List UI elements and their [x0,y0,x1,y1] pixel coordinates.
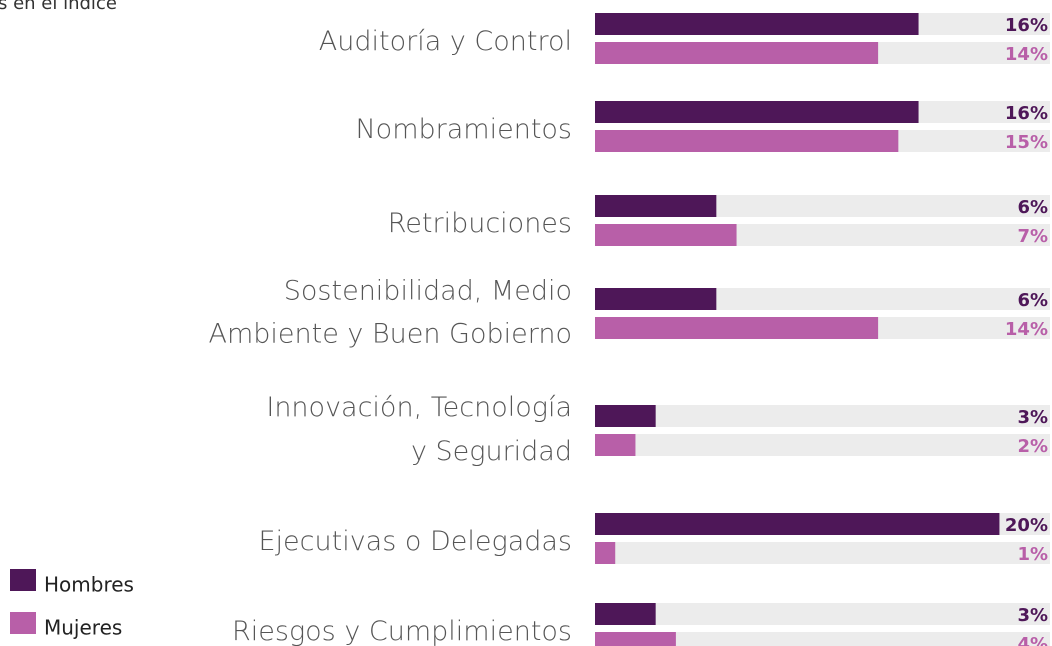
value-label: 1% [1017,544,1048,565]
bar [595,13,919,35]
bar [595,317,879,339]
value-label: 14% [1005,319,1048,340]
bar [595,405,656,427]
value-label: 2% [1017,436,1048,457]
value-label: 14% [1005,44,1048,65]
bar-track [595,632,1050,646]
category-label: y Seguridad [411,436,572,467]
legend-swatch [10,569,36,591]
bar-track [595,542,1050,564]
category-label: Ejecutivas o Delegadas [258,526,572,557]
bar [595,542,616,564]
value-label: 16% [1005,15,1048,36]
legend-label: Hombres [44,573,134,597]
bar [595,101,919,123]
category-label: Sostenibilidad, Medio [284,276,572,307]
category-label: Nombramientos [355,114,572,145]
bar-track [595,434,1050,456]
value-label: 7% [1017,226,1048,247]
legend-label: Mujeres [44,616,122,640]
value-label: 20% [1005,515,1048,536]
value-label: 16% [1005,103,1048,124]
bar-track [595,603,1050,625]
category-label: Auditoría y Control [319,26,572,57]
value-label: 6% [1017,197,1048,218]
value-label: 6% [1017,290,1048,311]
chart-title: s en el índice [0,0,117,14]
category-label: Innovación, Tecnología [266,392,572,423]
category-label: Ambiente y Buen Gobierno [208,319,572,350]
value-label: 3% [1017,407,1048,428]
bar [595,434,636,456]
bar [595,632,676,646]
bar-track [595,405,1050,427]
bar [595,195,717,217]
value-label: 4% [1017,634,1048,646]
value-label: 15% [1005,132,1048,153]
bar [595,513,1000,535]
category-label: Retribuciones [388,208,572,239]
bar [595,42,879,64]
bar [595,224,737,246]
bar [595,130,899,152]
value-label: 3% [1017,605,1048,626]
category-label: Riesgos y Cumplimientos [232,616,572,646]
bar [595,603,656,625]
legend-swatch [10,612,36,634]
bar [595,288,717,310]
